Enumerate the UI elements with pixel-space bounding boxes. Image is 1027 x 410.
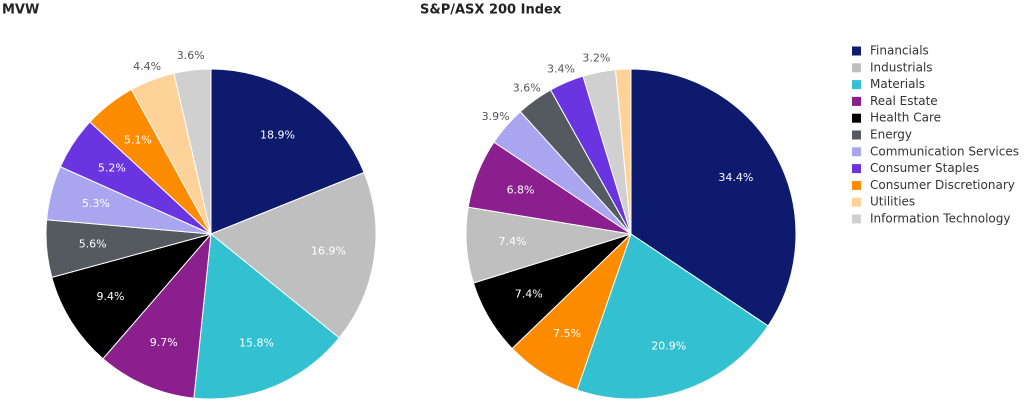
data-label: 34.4% (718, 171, 753, 184)
data-label: 7.5% (553, 327, 581, 340)
chart-title: MVW (2, 3, 39, 18)
data-label: 20.9% (651, 340, 686, 353)
data-label: 5.3% (82, 197, 110, 210)
legend-swatch (852, 96, 861, 106)
pie-slice (173, 68, 212, 235)
data-label: 3.6% (177, 49, 205, 62)
data-label: 3.2% (582, 51, 610, 64)
pie-slice (576, 233, 769, 400)
data-label: 6.8% (507, 183, 535, 196)
pie-slice (614, 68, 632, 235)
legend-swatch (852, 147, 861, 157)
legend-swatch (852, 46, 861, 56)
data-label: 9.4% (96, 290, 124, 303)
legend-swatch (852, 63, 861, 73)
legend-swatch (852, 180, 861, 190)
legend-swatch (852, 130, 861, 140)
data-label: 3.9% (482, 110, 510, 123)
pie-slice (630, 68, 797, 327)
legend-label: Consumer Discretionary (870, 178, 1015, 192)
legend-swatch (852, 214, 861, 224)
pie-slice (51, 233, 213, 360)
legend-swatch (852, 80, 861, 90)
legend-label: Financials (870, 44, 929, 58)
data-label: 5.2% (98, 162, 126, 175)
legend-label: Energy (870, 128, 912, 142)
legend-label: Health Care (870, 111, 941, 125)
data-label: 4.4% (133, 60, 161, 73)
chart-title: S&P/ASX 200 Index (420, 3, 562, 18)
pie-slice (193, 233, 340, 400)
legend-label: Consumer Staples (870, 161, 979, 175)
legend-label: Materials (870, 77, 925, 91)
pie-slice (210, 171, 377, 339)
legend-label: Real Estate (870, 94, 938, 108)
legend-label: Information Technology (870, 212, 1011, 226)
data-label: 5.6% (79, 238, 107, 251)
data-label: 7.4% (515, 287, 543, 300)
data-label: 3.6% (513, 82, 541, 95)
legend-swatch (852, 164, 861, 174)
data-label: 9.7% (150, 336, 178, 349)
legend-label: Utilities (870, 195, 915, 209)
data-label: 7.4% (499, 235, 527, 248)
data-label: 15.8% (239, 337, 274, 350)
legend-swatch (852, 113, 861, 123)
legend-swatch (852, 197, 861, 207)
data-label: 18.9% (260, 129, 295, 142)
data-label: 3.4% (547, 62, 575, 75)
legend-label: Industrials (870, 60, 933, 74)
data-label: 5.1% (124, 133, 152, 146)
data-label: 16.9% (311, 245, 346, 258)
pie-slice (210, 68, 365, 235)
pie-slice (102, 232, 212, 399)
legend-label: Communication Services (870, 144, 1019, 158)
